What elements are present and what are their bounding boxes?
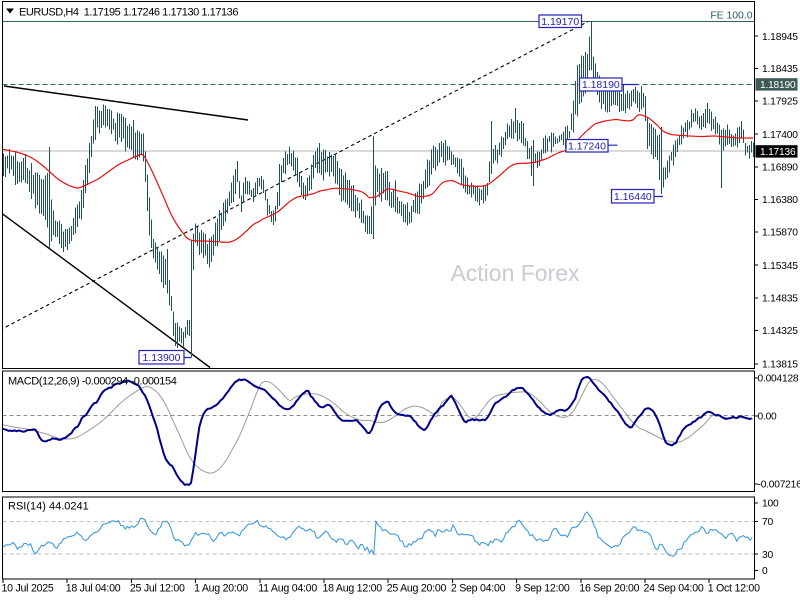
svg-text:0.00: 0.00 xyxy=(758,412,778,423)
svg-text:70: 70 xyxy=(762,517,774,528)
svg-text:1.17925: 1.17925 xyxy=(762,97,798,108)
svg-text:0.004128: 0.004128 xyxy=(758,374,799,385)
svg-text:1.18945: 1.18945 xyxy=(762,32,798,43)
svg-text:1.14325: 1.14325 xyxy=(762,326,798,337)
svg-text:1.17400: 1.17400 xyxy=(762,130,798,141)
svg-text:11 Aug 04:00: 11 Aug 04:00 xyxy=(258,583,317,595)
svg-text:1.15345: 1.15345 xyxy=(762,261,798,272)
svg-text:1.16380: 1.16380 xyxy=(762,195,798,206)
svg-text:18 Jul 04:00: 18 Jul 04:00 xyxy=(66,583,121,595)
svg-text:24 Sep 04:00: 24 Sep 04:00 xyxy=(644,583,704,595)
svg-text:1.18435: 1.18435 xyxy=(762,64,798,75)
svg-text:1.16890: 1.16890 xyxy=(762,163,798,174)
svg-text:1.15870: 1.15870 xyxy=(762,228,798,239)
svg-text:25 Jul 12:00: 25 Jul 12:00 xyxy=(130,583,185,595)
svg-text:1.18190: 1.18190 xyxy=(582,79,620,91)
svg-text:1.14835: 1.14835 xyxy=(762,294,798,305)
svg-text:0: 0 xyxy=(762,566,768,577)
svg-text:1 Aug 20:00: 1 Aug 20:00 xyxy=(194,583,248,595)
svg-text:2 Sep 04:00: 2 Sep 04:00 xyxy=(451,583,506,595)
svg-text:1.16440: 1.16440 xyxy=(614,191,652,203)
svg-text:1.18190: 1.18190 xyxy=(760,80,796,91)
svg-text:9 Sep 12:00: 9 Sep 12:00 xyxy=(515,583,570,595)
svg-text:100: 100 xyxy=(762,499,779,510)
svg-text:FE 100.0: FE 100.0 xyxy=(710,10,752,21)
svg-text:RSI(14) 44.0241: RSI(14) 44.0241 xyxy=(8,501,89,513)
svg-text:1.13815: 1.13815 xyxy=(762,360,798,371)
svg-text:-0.007216: -0.007216 xyxy=(758,480,800,491)
svg-text:MACD(12,26,9) -0.000294 -0.000: MACD(12,26,9) -0.000294 -0.000154 xyxy=(8,376,177,388)
svg-text:EURUSD,H4 1.17195 1.17246 1.1: EURUSD,H4 1.17195 1.17246 1.17130 1.1713… xyxy=(19,7,238,19)
svg-text:30: 30 xyxy=(762,550,774,561)
svg-text:1.17136: 1.17136 xyxy=(760,147,796,158)
svg-text:16 Sep 20:00: 16 Sep 20:00 xyxy=(579,583,639,595)
svg-text:1 Oct 12:00: 1 Oct 12:00 xyxy=(708,583,760,595)
svg-text:1.17240: 1.17240 xyxy=(568,140,606,152)
svg-text:10 Jul 2025: 10 Jul 2025 xyxy=(2,583,54,595)
svg-text:18 Aug 12:00: 18 Aug 12:00 xyxy=(323,583,383,595)
svg-text:1.19170: 1.19170 xyxy=(541,16,579,28)
svg-text:25 Aug 20:00: 25 Aug 20:00 xyxy=(387,583,447,595)
svg-text:Action Forex: Action Forex xyxy=(450,260,580,286)
svg-text:1.13900: 1.13900 xyxy=(143,352,181,364)
